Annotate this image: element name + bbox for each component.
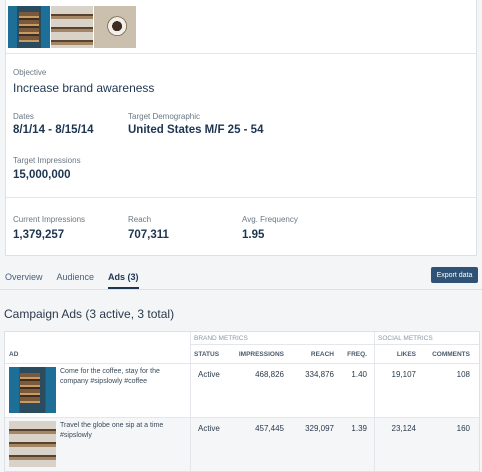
- ad-caption: Travel the globe one sip at a time #sips…: [60, 422, 164, 439]
- status-cell: Active: [198, 424, 220, 433]
- brand-metrics-header: BRAND METRICS: [194, 335, 248, 342]
- target-demographic-value: United States M/F 25 - 54: [128, 124, 264, 136]
- tab-audience[interactable]: Audience: [56, 272, 95, 282]
- reach-cell: 329,097: [305, 424, 334, 433]
- section-title: Campaign Ads (3 active, 3 total): [4, 307, 175, 321]
- freq-cell: 1.39: [351, 424, 367, 433]
- coffee-cup-image[interactable]: [94, 6, 136, 48]
- objective-label: Objective: [13, 68, 47, 77]
- objective-value: Increase brand awareness: [13, 81, 155, 95]
- social-metrics-header: SOCIAL METRICS: [378, 335, 433, 342]
- export-data-button[interactable]: Export data: [431, 267, 478, 283]
- comments-column-header[interactable]: COMMENTS: [432, 351, 470, 358]
- impressions-cell: 468,826: [255, 370, 284, 379]
- ad-caption: Come for the coffee, stay for the compan…: [60, 368, 160, 385]
- tab-ads[interactable]: Ads (3): [108, 272, 139, 289]
- status-cell: Active: [198, 370, 220, 379]
- likes-column-header[interactable]: LIKES: [396, 351, 416, 358]
- header-divider: [5, 363, 479, 364]
- group-divider: [190, 344, 479, 345]
- campaign-thumbnails: [8, 6, 136, 48]
- target-impressions-label: Target Impressions: [13, 156, 81, 165]
- avg-frequency-value: 1.95: [242, 229, 265, 241]
- table-row[interactable]: Travel the globe one sip at a time #sips…: [5, 418, 479, 471]
- status-column-header[interactable]: STATUS: [194, 351, 220, 358]
- target-demographic-label: Target Demographic: [128, 112, 201, 121]
- impressions-column-header[interactable]: IMPRESSIONS: [238, 351, 284, 358]
- freq-column-header[interactable]: FREQ.: [347, 351, 367, 358]
- tab-underline: [0, 289, 482, 290]
- campaign-summary-card: Objective Increase brand awareness Dates…: [5, 0, 477, 256]
- tab-bar: Overview Audience Ads (3): [5, 272, 139, 289]
- reach-value: 707,311: [128, 229, 169, 241]
- current-impressions-value: 1,379,257: [13, 229, 65, 241]
- shelf-image[interactable]: [51, 6, 93, 48]
- comments-cell: 160: [456, 424, 470, 433]
- current-impressions-label: Current Impressions: [13, 215, 86, 224]
- social-column-divider: [374, 332, 375, 471]
- dates-value: 8/1/14 - 8/15/14: [13, 124, 94, 136]
- target-impressions-value: 15,000,000: [13, 169, 71, 181]
- comments-cell: 108: [456, 370, 470, 379]
- ad-column-header[interactable]: AD: [9, 351, 19, 358]
- reach-label: Reach: [128, 215, 152, 224]
- avg-frequency-label: Avg. Frequency: [242, 215, 298, 224]
- dates-label: Dates: [13, 112, 34, 121]
- likes-cell: 23,124: [391, 424, 416, 433]
- divider: [6, 53, 476, 54]
- tab-overview[interactable]: Overview: [5, 272, 43, 282]
- impressions-cell: 457,445: [255, 424, 284, 433]
- ad-thumbnail[interactable]: [9, 421, 56, 467]
- row-divider: [5, 417, 479, 418]
- reach-column-header[interactable]: REACH: [310, 351, 334, 358]
- likes-cell: 19,107: [391, 370, 416, 379]
- divider: [6, 197, 476, 198]
- freq-cell: 1.40: [351, 370, 367, 379]
- door-image[interactable]: [8, 6, 50, 48]
- reach-cell: 334,876: [305, 370, 334, 379]
- brand-column-divider: [190, 332, 191, 471]
- ad-thumbnail[interactable]: [9, 367, 56, 413]
- campaign-ads-table: BRAND METRICS SOCIAL METRICS AD STATUS I…: [4, 331, 480, 472]
- table-row[interactable]: Come for the coffee, stay for the compan…: [5, 364, 479, 417]
